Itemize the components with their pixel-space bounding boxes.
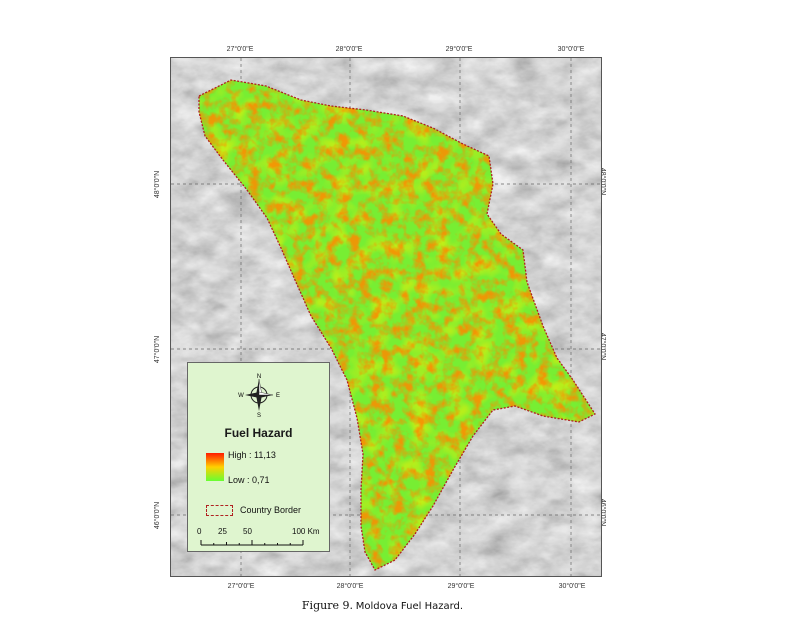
scale-label-25: 25 [218, 527, 227, 536]
graticule-left-47n: 47°0'0"N [154, 335, 162, 364]
legend-low-label: Low : 0,71 [228, 475, 270, 485]
graticule-left-48n: 48°0'0"N [154, 170, 162, 199]
graticule-top-27e: 27°0'0"E [226, 46, 254, 53]
graticule-top-29e: 29°0'0"E [445, 46, 473, 53]
scale-label-0: 0 [197, 527, 202, 536]
compass-e: E [276, 393, 280, 399]
graticule-bottom-30e: 30°0'0"E [558, 583, 586, 590]
compass-n: N [257, 374, 261, 380]
country-border-swatch [206, 505, 233, 516]
legend-high-label: High : 11,13 [228, 450, 276, 460]
compass-w: W [238, 393, 244, 399]
figure-title: Moldova Fuel Hazard. [355, 601, 464, 612]
map-legend: N S E W Fuel Hazard High : 11,13 Low : 0… [187, 362, 330, 552]
compass-s: S [257, 413, 261, 417]
compass-rose-icon: N S E W [238, 374, 280, 417]
scale-bar [200, 540, 304, 546]
scale-label-100: 100 Km [292, 527, 320, 536]
graticule-bottom-27e: 27°0'0"E [227, 583, 255, 590]
hazard-color-ramp [206, 453, 224, 481]
scale-label-50: 50 [243, 527, 252, 536]
figure-number: Figure 9. [301, 599, 353, 612]
graticule-left-46n: 46°0'0"N [154, 501, 162, 530]
legend-title: Fuel Hazard [224, 426, 293, 440]
figure-caption: Figure 9. Moldova Fuel Hazard. [0, 599, 765, 612]
country-border-label: Country Border [240, 505, 302, 515]
graticule-top-30e: 30°0'0"E [557, 46, 585, 53]
graticule-top-28e: 28°0'0"E [335, 46, 363, 53]
graticule-bottom-29e: 29°0'0"E [447, 583, 475, 590]
graticule-bottom-28e: 28°0'0"E [336, 583, 364, 590]
